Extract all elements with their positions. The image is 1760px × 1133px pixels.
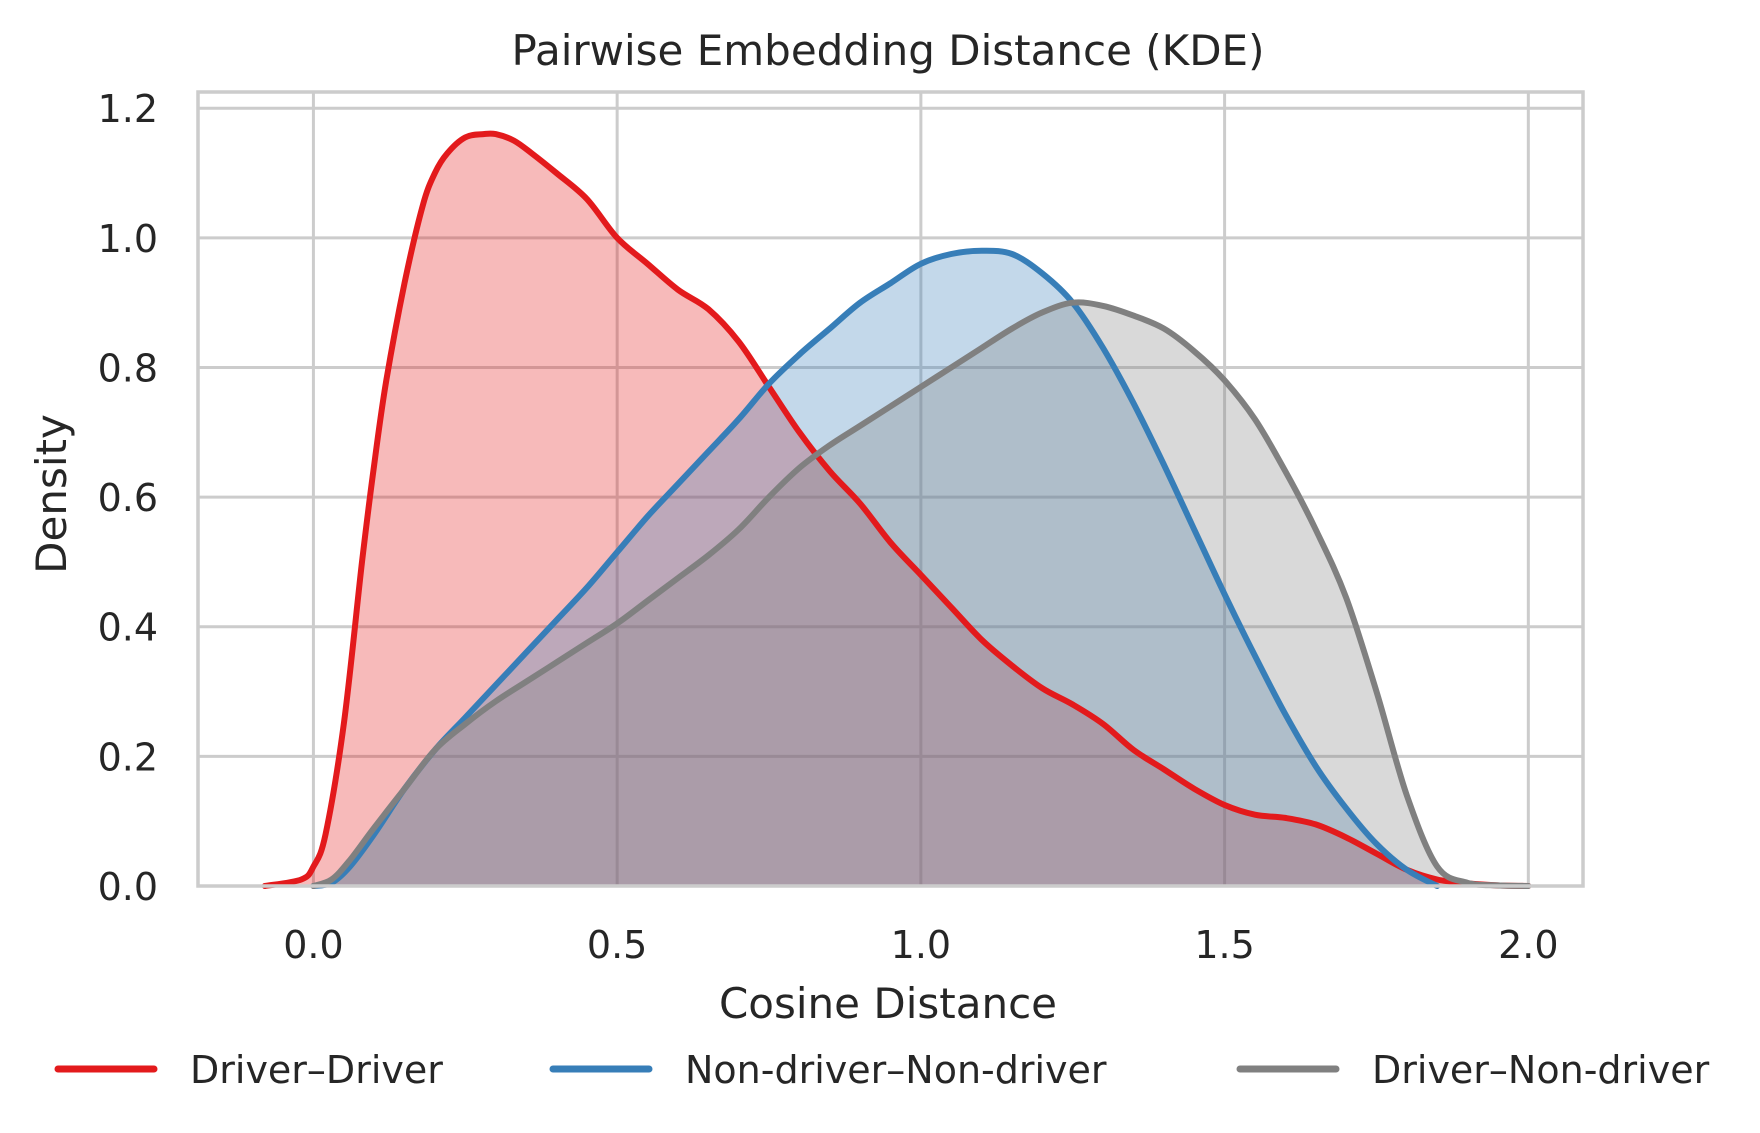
series-line-0: [261, 130, 1532, 889]
series-fill-1: [313, 250, 1438, 887]
series-line-1: [310, 247, 1441, 889]
legend: Driver–Driver Non-driver–Non-driver Driver…: [54, 1048, 1710, 1092]
y-tick-label: 0.4: [98, 606, 158, 650]
x-axis-ticks: 0.0 0.5 1.0 1.5 2.0: [283, 923, 1558, 967]
series-fill-0: [264, 133, 1529, 887]
y-tick-label: 1.2: [98, 87, 158, 131]
x-tick-label: 0.5: [587, 923, 647, 967]
plot-frame: [196, 90, 1585, 888]
y-tick-label: 0.8: [98, 346, 158, 390]
legend-label: Driver–Driver: [190, 1048, 443, 1092]
density-fills: [264, 133, 1529, 887]
density-lines: [261, 130, 1532, 889]
series-line-2: [310, 299, 1532, 889]
y-tick-label: 0.2: [98, 735, 158, 779]
legend-label: Non-driver–Non-driver: [685, 1048, 1107, 1092]
x-axis-label: Cosine Distance: [719, 979, 1057, 1028]
y-axis-label: Density: [27, 414, 76, 574]
y-tick-label: 1.0: [98, 217, 158, 261]
y-tick-label: 0.6: [98, 476, 158, 520]
y-tick-label: 0.0: [98, 865, 158, 909]
legend-label: Driver–Non-driver: [1372, 1048, 1710, 1092]
x-tick-label: 1.0: [891, 923, 951, 967]
chart-title: Pairwise Embedding Distance (KDE): [512, 26, 1265, 75]
y-axis-ticks: 0.0 0.2 0.4 0.6 0.8 1.0 1.2: [98, 87, 158, 909]
x-tick-label: 0.0: [283, 923, 343, 967]
series-fill-2: [313, 302, 1529, 886]
x-tick-label: 2.0: [1498, 923, 1558, 967]
x-tick-label: 1.5: [1194, 923, 1254, 967]
